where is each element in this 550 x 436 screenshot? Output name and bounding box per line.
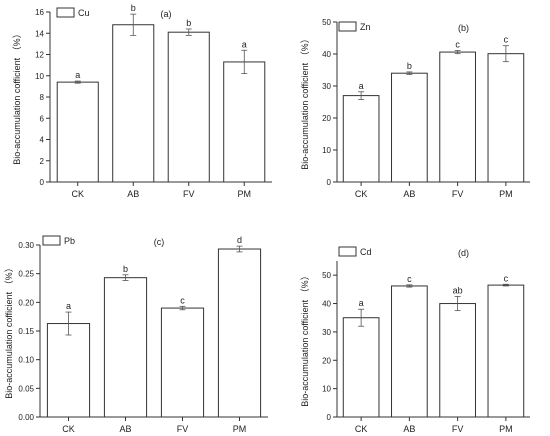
y-tick-label: 0 <box>327 178 332 187</box>
chart-panel-3: 0.00 0.05 0.10 0.15 0.20 0.25 0.30 Bio-accumula… <box>4 235 268 434</box>
bar <box>217 248 262 418</box>
y-tick-label: 0.00 <box>18 413 34 422</box>
x-tick-label: PM <box>499 424 513 434</box>
x-tick-label: AB <box>403 424 415 434</box>
y-tick-label: 20 <box>322 114 331 123</box>
y-tick-label: 0.15 <box>18 327 34 336</box>
significance-letter: c <box>504 273 509 283</box>
y-tick-label: 30 <box>322 328 331 337</box>
significance-letter: a <box>66 301 71 311</box>
y-tick-label: 16 <box>35 8 44 17</box>
bar <box>160 307 205 418</box>
y-tick-label: 4 <box>40 136 45 145</box>
x-tick-label: PM <box>238 189 252 199</box>
bar <box>487 53 525 183</box>
y-tick-label: 8 <box>40 93 45 102</box>
legend-label: Cu <box>78 8 90 18</box>
bar <box>167 31 210 183</box>
bar <box>342 95 380 183</box>
significance-letter: ab <box>453 285 463 295</box>
x-tick-label: AB <box>403 189 415 199</box>
x-tick-label: FV <box>452 189 464 199</box>
bar <box>391 72 428 183</box>
significance-letter: c <box>455 39 460 49</box>
y-axis-title: Bio-accumulation cofficient （%） <box>300 34 310 169</box>
bar <box>487 284 525 418</box>
panel-label: (a) <box>161 9 172 19</box>
significance-letter: c <box>407 274 412 284</box>
y-tick-label: 0.05 <box>18 384 34 393</box>
y-tick-label: 0 <box>327 413 332 422</box>
y-tick-label: 10 <box>322 146 331 155</box>
y-axis-title: Bio-accumulation cofficient （%） <box>12 29 22 164</box>
panel-label: (b) <box>458 23 469 33</box>
y-tick-label: 40 <box>322 300 331 309</box>
y-tick-label: 10 <box>322 385 331 394</box>
y-tick-label: 6 <box>40 114 45 123</box>
legend-swatch <box>338 21 357 32</box>
significance-letter: a <box>359 298 364 308</box>
x-tick-label: FV <box>177 424 189 434</box>
significance-letter: b <box>131 3 136 13</box>
significance-letter: b <box>186 18 191 28</box>
x-tick-label: PM <box>499 189 513 199</box>
x-tick-label: FV <box>452 424 464 434</box>
significance-letter: b <box>123 264 128 274</box>
legend-label: Zn <box>360 22 371 32</box>
y-tick-label: 2 <box>40 157 45 166</box>
chart-panel-1: 0 2 4 6 8 10 12 14 16 Bio-accumulation cofficient… <box>12 3 272 199</box>
y-tick-label: 14 <box>35 29 44 38</box>
panel-label: (c) <box>154 237 165 247</box>
bar <box>103 277 148 418</box>
y-tick-label: 50 <box>322 271 331 280</box>
chart-panel-4: 0 10 20 30 40 50 Bio-accumulation cofficient （… <box>300 246 530 434</box>
y-tick-label: 12 <box>35 51 44 60</box>
significance-letter: d <box>237 235 242 245</box>
chart-panel-2: 0 10 20 30 40 50 Bio-accumulation cofficient （… <box>300 18 530 199</box>
significance-letter: a <box>242 39 247 49</box>
x-tick-label: PM <box>233 424 247 434</box>
bar <box>439 303 476 418</box>
x-tick-label: AB <box>127 189 139 199</box>
panel-label: (d) <box>458 248 469 258</box>
legend-swatch <box>42 235 61 246</box>
y-tick-label: 40 <box>322 50 331 59</box>
x-tick-label: AB <box>119 424 131 434</box>
y-tick-label: 0.25 <box>18 270 34 279</box>
y-axis-title: Bio-accumulation cofficient （%） <box>4 263 14 398</box>
bar <box>112 24 155 183</box>
bar <box>439 51 476 183</box>
y-tick-label: 50 <box>322 18 331 27</box>
y-tick-label: 30 <box>322 82 331 91</box>
bar <box>223 61 266 183</box>
y-tick-label: 0 <box>40 178 45 187</box>
significance-letter: a <box>359 81 364 91</box>
y-tick-label: 10 <box>35 72 44 81</box>
x-tick-label: FV <box>183 189 195 199</box>
y-tick-label: 20 <box>322 356 331 365</box>
x-tick-label: CK <box>355 189 368 199</box>
bar <box>46 323 91 418</box>
legend-label: Cd <box>360 247 372 257</box>
y-tick-label: 0.10 <box>18 356 34 365</box>
significance-letter: b <box>407 61 412 71</box>
y-tick-label: 0.20 <box>18 298 34 307</box>
significance-letter: c <box>180 295 185 305</box>
x-tick-label: CK <box>355 424 368 434</box>
bar <box>56 81 99 183</box>
bar <box>391 285 428 418</box>
y-axis-title: Bio-accumulation cofficient （%） <box>300 271 310 406</box>
legend-swatch <box>338 246 357 257</box>
legend-label: Pb <box>64 236 75 246</box>
significance-letter: c <box>504 35 509 45</box>
bar <box>342 317 380 418</box>
legend-swatch <box>56 7 75 18</box>
significance-letter: a <box>75 70 80 80</box>
x-tick-label: CK <box>62 424 75 434</box>
y-tick-label: 0.30 <box>18 241 34 250</box>
x-tick-label: CK <box>71 189 84 199</box>
